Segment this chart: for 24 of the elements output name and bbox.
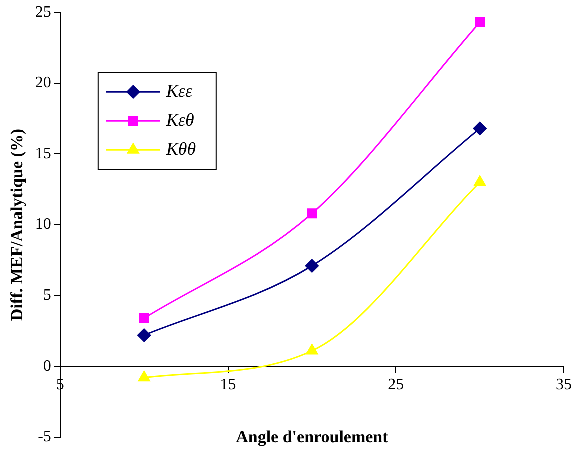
point	[474, 176, 486, 186]
point	[305, 259, 319, 273]
point	[139, 313, 150, 324]
point	[473, 122, 487, 136]
x-tick-label: 15	[220, 376, 236, 394]
legend-label: Kθθ	[165, 138, 196, 159]
y-tick-label: 0	[43, 358, 52, 375]
y-tick-label: 25	[35, 4, 52, 21]
x-axis-title: Angle d'enroulement	[236, 427, 389, 446]
legend-label: Kεθ	[165, 110, 194, 130]
point	[138, 371, 150, 382]
y-tick-label: 10	[35, 216, 52, 234]
point	[306, 344, 318, 355]
x-tick-label: 35	[556, 376, 572, 394]
y-axis-title: Diff. MEF/Analytique (%)	[8, 128, 27, 322]
y-tick-label: -5	[38, 428, 52, 446]
point	[475, 18, 486, 28]
y-tick-label: 15	[35, 145, 52, 162]
legend-label: Kεε	[165, 80, 194, 101]
x-tick-label: 25	[388, 376, 404, 394]
point	[307, 208, 318, 219]
y-tick-label: 20	[35, 74, 52, 92]
point	[138, 328, 152, 342]
y-tick-label: 5	[43, 287, 52, 304]
